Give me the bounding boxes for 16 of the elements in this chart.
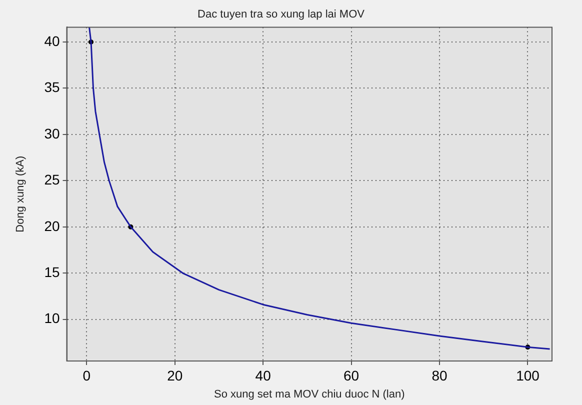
y-tick-label: 10 <box>44 310 60 326</box>
x-axis-title: So xung set ma MOV chiu duoc N (lan) <box>214 388 405 400</box>
x-tick-label: 0 <box>82 367 91 384</box>
y-tick-label: 35 <box>44 79 60 96</box>
y-tick-label: 40 <box>44 32 60 49</box>
y-tick-label: 30 <box>44 125 60 142</box>
x-tick-label: 100 <box>516 367 540 384</box>
x-tick-label: 60 <box>344 367 360 384</box>
x-tick-label: 80 <box>432 367 448 384</box>
chart-title: Dac tuyen tra so xung lap lai MOV <box>198 8 366 21</box>
y-tick-label: 25 <box>44 172 60 188</box>
y-tick-label: 15 <box>44 264 60 280</box>
y-tick-label: 20 <box>44 218 60 234</box>
x-tick-label: 40 <box>255 367 272 384</box>
x-tick-label: 20 <box>167 367 183 384</box>
y-axis-title: Dong xung (kA) <box>14 156 27 232</box>
